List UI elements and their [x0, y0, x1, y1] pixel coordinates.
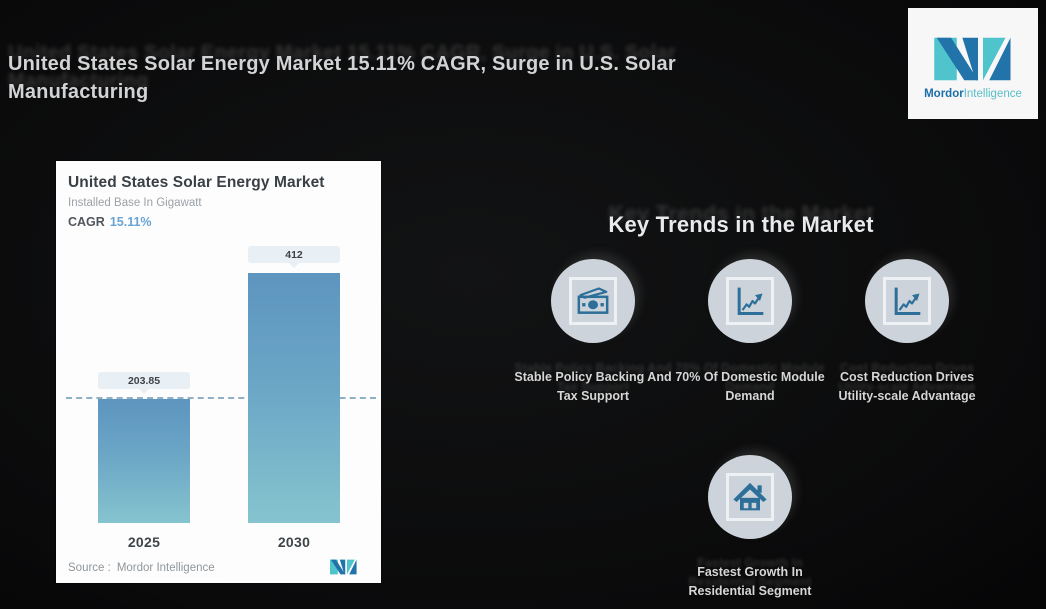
reference-dashed-line — [66, 397, 376, 399]
chart-cagr: CAGR 15.11% — [68, 215, 152, 229]
trend-item-residential-circle — [708, 455, 792, 539]
bar-2030 — [248, 273, 340, 523]
mordor-intelligence-logo-icon — [934, 37, 1011, 80]
category-label-2025: 2025 — [127, 534, 161, 550]
trend-item-policy-circle — [551, 259, 635, 343]
brand-name-primary: Mordor — [924, 87, 964, 100]
cagr-value: 15.11% — [109, 215, 152, 229]
page-title-line2: Manufacturing — [8, 81, 149, 103]
cagr-label: CAGR — [68, 215, 105, 229]
page-title-line1: United States Solar Energy Market 15.11%… — [8, 53, 676, 75]
trend-item-module-demand-circle — [708, 259, 792, 343]
line-chart-icon — [883, 277, 931, 325]
source-value: Mordor Intelligence — [116, 562, 215, 574]
page-title: United States Solar Energy Market 15.11%… — [8, 50, 888, 106]
value-label-2030: 412 — [248, 246, 340, 268]
trend-caption-module-demand: 70% Of Domestic Module Demand — [675, 370, 825, 403]
key-trends-heading: Key Trends in the Market — [608, 212, 874, 237]
house-icon — [726, 473, 774, 521]
line-chart-icon — [726, 277, 774, 325]
trend-caption-cost-reduction: Cost Reduction Drives Utility-scale Adva… — [838, 370, 976, 403]
chart-card: United States Solar Energy Market Instal… — [56, 161, 381, 583]
banknotes-icon — [569, 277, 617, 325]
source-line: Source : Mordor Intelligence — [68, 562, 215, 574]
brand-name-secondary: Intelligence — [963, 87, 1022, 100]
mordor-intelligence-mini-logo-icon — [330, 559, 357, 575]
brand-logo: MordorIntelligence — [908, 8, 1038, 119]
trend-item-cost-reduction-circle — [865, 259, 949, 343]
bar-chart-plot: 203.85 412 2025 2030 — [66, 245, 376, 550]
chart-title: United States Solar Energy Market — [68, 174, 325, 191]
chart-subtitle: Installed Base In Gigawatt — [68, 197, 202, 209]
value-label-2025: 203.85 — [98, 372, 190, 394]
source-label: Source : — [68, 562, 111, 574]
bar-2025 — [98, 399, 190, 523]
trend-caption-residential: Fastest Growth In Residential Segment — [688, 565, 812, 598]
brand-logo-text: MordorIntelligence — [924, 88, 1022, 100]
category-label-2030: 2030 — [277, 534, 311, 550]
trend-caption-policy: Stable Policy Backing And Tax Support — [514, 370, 672, 403]
